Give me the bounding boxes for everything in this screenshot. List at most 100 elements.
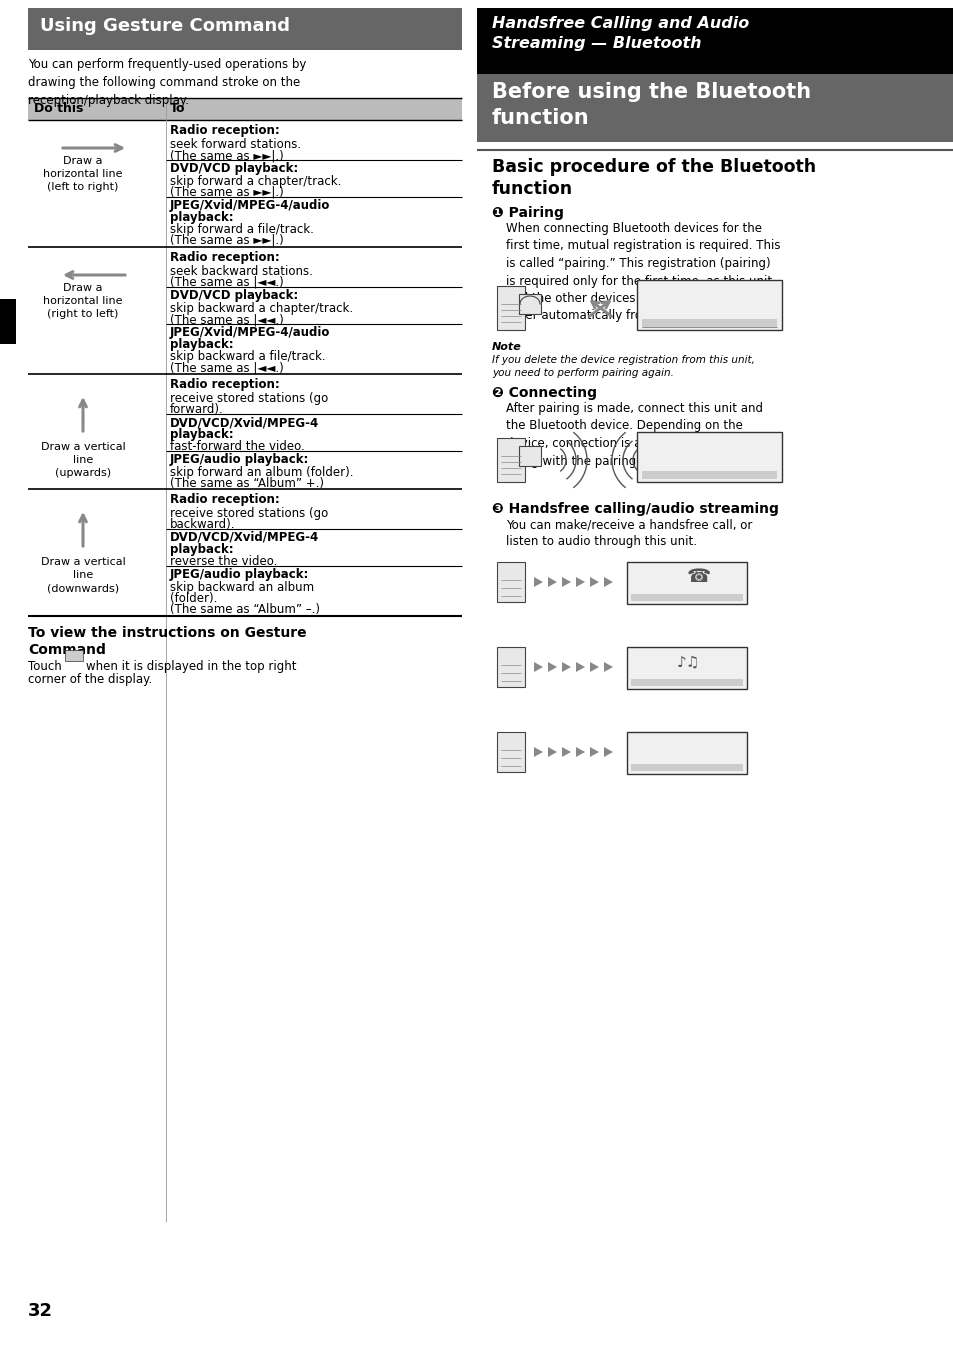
Text: (The same as |◄◄.): (The same as |◄◄.) xyxy=(170,361,283,375)
Bar xyxy=(476,74,953,142)
Text: receive stored stations (go: receive stored stations (go xyxy=(170,392,328,406)
Text: (folder).: (folder). xyxy=(170,592,217,604)
Text: corner of the display.: corner of the display. xyxy=(28,673,152,685)
Text: Note: Note xyxy=(492,342,521,352)
Polygon shape xyxy=(589,577,598,587)
Bar xyxy=(626,648,746,690)
Text: Before using the Bluetooth
function: Before using the Bluetooth function xyxy=(492,82,810,127)
Polygon shape xyxy=(561,748,571,757)
Bar xyxy=(637,280,781,330)
Text: (The same as ►►|.): (The same as ►►|.) xyxy=(170,187,283,199)
Text: Draw a
horizontal line
(right to left): Draw a horizontal line (right to left) xyxy=(43,283,123,319)
Text: If you delete the device registration from this unit,
you need to perform pairin: If you delete the device registration fr… xyxy=(492,356,754,379)
Text: Radio reception:: Radio reception: xyxy=(170,251,279,264)
Polygon shape xyxy=(603,577,613,587)
Text: (The same as ►►|.): (The same as ►►|.) xyxy=(170,149,283,162)
Text: (The same as “Album” –.): (The same as “Album” –.) xyxy=(170,603,319,617)
Text: skip backward a file/track.: skip backward a file/track. xyxy=(170,350,325,362)
Polygon shape xyxy=(603,748,613,757)
Text: (The same as |◄◄.): (The same as |◄◄.) xyxy=(170,276,283,289)
Bar xyxy=(630,679,742,685)
Polygon shape xyxy=(589,662,598,672)
Text: playback:: playback: xyxy=(170,544,233,556)
Text: Handsfree Calling and Audio
Streaming — Bluetooth: Handsfree Calling and Audio Streaming — … xyxy=(492,16,748,51)
Text: JPEG/Xvid/MPEG-4/audio: JPEG/Xvid/MPEG-4/audio xyxy=(170,199,330,212)
Bar xyxy=(28,8,461,50)
Bar xyxy=(497,438,524,483)
Bar xyxy=(641,470,776,479)
Bar xyxy=(497,287,524,330)
Text: DVD/VCD playback:: DVD/VCD playback: xyxy=(170,289,298,301)
Text: (The same as “Album” +.): (The same as “Album” +.) xyxy=(170,477,324,489)
Bar xyxy=(630,764,742,771)
Text: Radio reception:: Radio reception: xyxy=(170,124,279,137)
Bar xyxy=(0,299,16,343)
Text: ❷ Connecting: ❷ Connecting xyxy=(492,387,597,400)
Bar xyxy=(641,319,776,327)
Text: DVD/VCD/Xvid/MPEG-4: DVD/VCD/Xvid/MPEG-4 xyxy=(170,416,319,429)
Polygon shape xyxy=(561,577,571,587)
Text: Draw a vertical
line
(downwards): Draw a vertical line (downwards) xyxy=(41,557,125,594)
Text: skip backward a chapter/track.: skip backward a chapter/track. xyxy=(170,301,353,315)
Polygon shape xyxy=(547,748,557,757)
Text: seek forward stations.: seek forward stations. xyxy=(170,138,301,151)
Text: playback:: playback: xyxy=(170,338,233,352)
Polygon shape xyxy=(576,577,584,587)
Bar xyxy=(497,562,524,602)
Text: DVD/VCD playback:: DVD/VCD playback: xyxy=(170,162,298,174)
Text: Using Gesture Command: Using Gesture Command xyxy=(40,18,290,35)
Text: Basic procedure of the Bluetooth
function: Basic procedure of the Bluetooth functio… xyxy=(492,158,815,199)
Text: skip backward an album: skip backward an album xyxy=(170,581,314,594)
Polygon shape xyxy=(547,577,557,587)
Text: seek backward stations.: seek backward stations. xyxy=(170,265,313,279)
Text: When connecting Bluetooth devices for the
first time, mutual registration is req: When connecting Bluetooth devices for th… xyxy=(505,222,780,323)
Bar xyxy=(65,650,83,661)
Text: ☎: ☎ xyxy=(686,566,711,585)
Text: DVD/VCD/Xvid/MPEG-4: DVD/VCD/Xvid/MPEG-4 xyxy=(170,531,319,544)
Bar xyxy=(637,433,781,483)
Text: Draw a
horizontal line
(left to right): Draw a horizontal line (left to right) xyxy=(43,155,123,192)
Text: ♪♫: ♪♫ xyxy=(677,654,700,671)
Text: To: To xyxy=(170,101,185,115)
Bar xyxy=(626,562,746,604)
Text: (The same as ►►|.): (The same as ►►|.) xyxy=(170,234,283,247)
Polygon shape xyxy=(576,662,584,672)
Text: playback:: playback: xyxy=(170,429,233,441)
Text: receive stored stations (go: receive stored stations (go xyxy=(170,507,328,521)
Text: JPEG/audio playback:: JPEG/audio playback: xyxy=(170,453,309,466)
Text: ❸ Handsfree calling/audio streaming: ❸ Handsfree calling/audio streaming xyxy=(492,502,778,516)
Text: To view the instructions on Gesture
Command: To view the instructions on Gesture Comm… xyxy=(28,626,306,657)
Text: skip forward a file/track.: skip forward a file/track. xyxy=(170,223,314,237)
Text: fast-forward the video.: fast-forward the video. xyxy=(170,439,304,453)
Text: You can make/receive a handsfree call, or
listen to audio through this unit.: You can make/receive a handsfree call, o… xyxy=(505,518,752,549)
Text: JPEG/audio playback:: JPEG/audio playback: xyxy=(170,568,309,581)
Bar xyxy=(518,446,540,466)
Polygon shape xyxy=(589,748,598,757)
Bar xyxy=(518,293,540,314)
Text: Radio reception:: Radio reception: xyxy=(170,379,279,391)
Polygon shape xyxy=(561,662,571,672)
Text: 32: 32 xyxy=(28,1302,53,1320)
Text: ❶ Pairing: ❶ Pairing xyxy=(492,206,563,220)
Polygon shape xyxy=(603,662,613,672)
Bar xyxy=(476,8,953,74)
Polygon shape xyxy=(534,577,542,587)
Bar xyxy=(626,731,746,773)
Bar xyxy=(497,731,524,772)
Text: JPEG/Xvid/MPEG-4/audio: JPEG/Xvid/MPEG-4/audio xyxy=(170,326,330,339)
Text: playback:: playback: xyxy=(170,211,233,224)
Text: skip forward an album (folder).: skip forward an album (folder). xyxy=(170,466,354,479)
Polygon shape xyxy=(534,748,542,757)
Text: when it is displayed in the top right: when it is displayed in the top right xyxy=(86,660,296,673)
Text: Do this: Do this xyxy=(34,101,83,115)
Polygon shape xyxy=(576,748,584,757)
Bar xyxy=(630,594,742,602)
Text: Touch: Touch xyxy=(28,660,62,673)
Bar xyxy=(497,648,524,687)
Polygon shape xyxy=(534,662,542,672)
Text: Draw a vertical
line
(upwards): Draw a vertical line (upwards) xyxy=(41,442,125,479)
Text: backward).: backward). xyxy=(170,518,235,531)
Bar xyxy=(28,97,461,120)
Text: You can perform frequently-used operations by
drawing the following command stro: You can perform frequently-used operatio… xyxy=(28,58,306,107)
Text: After pairing is made, connect this unit and
the Bluetooth device. Depending on : After pairing is made, connect this unit… xyxy=(505,402,762,468)
